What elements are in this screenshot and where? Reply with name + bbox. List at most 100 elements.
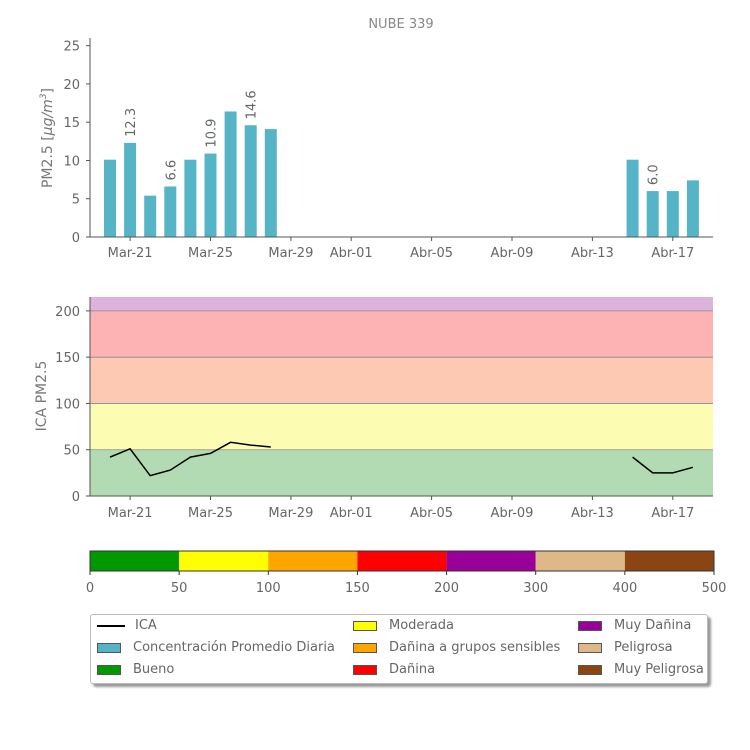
legend-item: Concentración Promedio Diaria [97,640,335,655]
legend-label: ICA [135,618,157,633]
y-tick-label: 25 [63,40,80,55]
x-tick-label: Mar-25 [188,506,233,521]
x-tick-label: Abr-09 [491,506,534,521]
legend-line-marker [97,624,125,627]
colorbar: 0 50 100 150 200 300 400 500 [86,550,727,596]
bar-data-label: 6.0 [647,164,662,185]
y-tick-label: 10 [63,154,80,169]
ica-band [90,403,713,450]
ica-band [90,297,713,311]
bar-series [104,111,699,237]
y-tick-label: 0 [72,490,80,505]
ica-band [90,357,713,404]
colorbar-segment [535,551,625,571]
ica-line [632,456,694,474]
x-tick-label: Abr-01 [330,246,373,261]
legend-label: Muy Dañina [614,618,692,633]
ica-chart: 0 50 100 150 200 Mar-21 Mar-25 Mar-29 Abr-01 Abr… [34,297,713,521]
legend-swatch [353,642,377,653]
legend-swatch [353,620,377,631]
bar-data-label: 10.9 [205,119,220,148]
colorbar-tick-label: 500 [702,581,727,596]
legend-swatch [97,642,121,653]
colorbar-tick-label: 400 [612,581,637,596]
x-tick-label: Abr-13 [571,506,614,521]
legend-item: Peligrosa [578,640,673,655]
y-tick-label: 5 [72,193,80,208]
bar [144,195,157,237]
bar-y-label-main: PM2.5 [ [40,135,56,188]
x-tick-label: Abr-05 [410,506,453,521]
legend-item: Bueno [97,662,174,677]
legend-label: Dañina [389,662,436,677]
y-tick-label: 150 [55,351,80,366]
bar-y-label-close: ] [40,88,56,93]
x-tick-label: Abr-05 [410,246,453,261]
ica-line [109,441,271,477]
colorbar-tick-label: 300 [523,581,548,596]
colorbar-frame [89,550,715,572]
bar [264,129,277,237]
legend-label: Bueno [133,662,175,677]
bar [104,159,116,237]
colorbar-segment [624,551,714,571]
legend-swatch [578,664,602,675]
ica-x-ticks: Mar-21 Mar-25 Mar-29 Abr-01 Abr-05 Abr-09 Abr-… [108,496,694,521]
bar [646,191,659,237]
colorbar-segment [268,551,358,571]
x-tick-label: Mar-21 [108,246,153,261]
bar [204,153,217,237]
x-tick-label: Mar-29 [268,506,313,521]
bar [164,186,177,237]
bar-data-label: 12.3 [124,108,139,137]
y-tick-label: 15 [63,116,80,131]
y-tick-label: 50 [63,444,80,459]
chart-title: NUBE 339 [368,17,433,32]
colorbar-tick-label: 200 [434,581,459,596]
x-tick-label: Abr-09 [491,246,534,261]
bar-data-labels: 12.3 6.6 10.9 14.6 6.0 [124,90,662,185]
colorbar-tick-label: 100 [256,581,281,596]
colorbar-segment [90,551,180,571]
y-tick-label: 0 [72,231,80,246]
legend-item: Muy Dañina [578,618,691,633]
legend-item: Muy Peligrosa [578,662,704,677]
bar-data-label: 6.6 [164,160,179,181]
legend-item: Moderada [353,618,454,633]
colorbar-segment [179,551,269,571]
colorbar-segment [357,551,447,571]
colorbar-tick-label: 50 [171,581,188,596]
legend-label: Concentración Promedio Diaria [133,640,335,655]
bar-y-label-exp: 3 [39,93,49,99]
x-tick-label: Mar-25 [188,246,233,261]
bar-data-label: 14.6 [245,90,260,119]
y-tick-label: 100 [55,397,80,412]
legend-label: Dañina a grupos sensibles [389,640,561,655]
colorbar-ticks: 0 50 100 150 200 300 400 500 [86,571,727,596]
ica-bands [90,297,713,496]
bar-y-ticks: 0 5 10 15 20 25 [63,40,90,246]
x-tick-label: Abr-17 [651,246,694,261]
legend-swatch [578,642,602,653]
y-tick-label: 200 [55,305,80,320]
legend-item: Dañina a grupos sensibles [353,640,560,655]
bar [686,180,699,237]
legend-swatch [97,664,121,675]
x-tick-label: Abr-01 [330,506,373,521]
x-tick-label: Mar-21 [108,506,153,521]
bar-y-label-unit: μg/m [40,99,56,136]
bar [244,125,257,237]
colorbar-tick-label: 0 [86,581,94,596]
x-tick-label: Abr-13 [571,246,614,261]
bar [626,159,639,237]
legend-label: Muy Peligrosa [614,662,704,677]
bar [224,111,237,237]
bar-y-label: PM2.5 [μg/m3] [39,88,56,188]
ica-y-label: ICA PM2.5 [34,361,50,432]
ica-band [90,449,713,496]
legend-swatch [578,620,602,631]
colorbar-segment [446,551,536,571]
ica-y-ticks: 0 50 100 150 200 [55,305,90,505]
ica-line-series [109,441,694,477]
